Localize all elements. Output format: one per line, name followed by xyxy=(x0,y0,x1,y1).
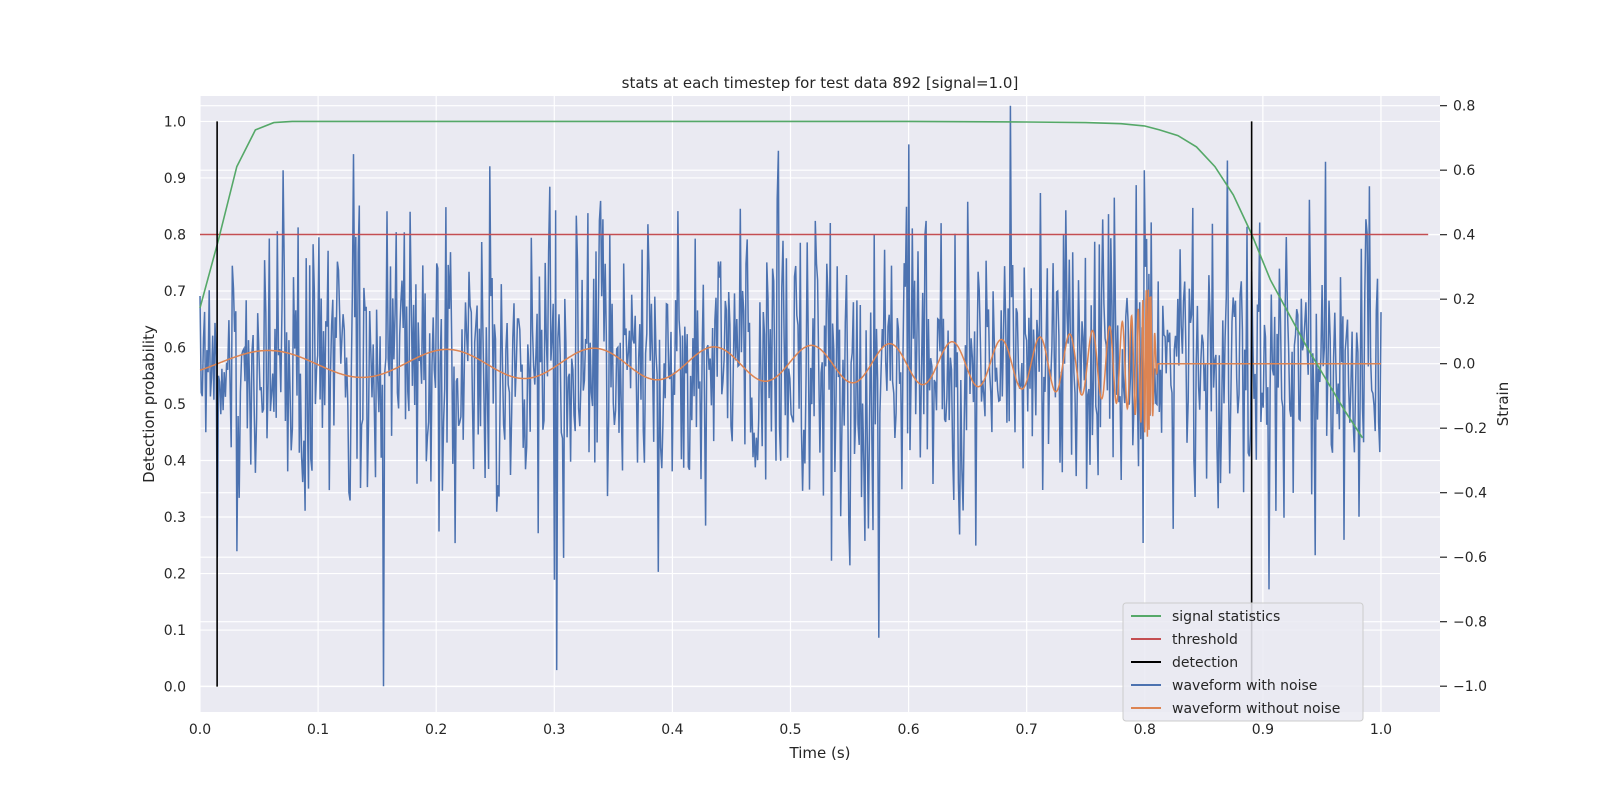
x-tick-label: 0.7 xyxy=(1016,722,1038,738)
y-tick-label: 0.4 xyxy=(164,454,186,470)
y-tick-label: 0.2 xyxy=(164,567,186,583)
y2-tick-label: 0.6 xyxy=(1453,163,1475,179)
legend-item-waveform-with-noise: waveform with noise xyxy=(1131,678,1317,694)
legend-item-threshold: threshold xyxy=(1131,632,1238,648)
y2-tick-label: −0.8 xyxy=(1453,615,1487,631)
y2-tick-label: −1.0 xyxy=(1453,679,1487,695)
y2-tick-label: −0.4 xyxy=(1453,486,1487,502)
series-waveform-without-noise xyxy=(199,289,1381,437)
series-layer xyxy=(199,105,1429,687)
y-tick-label: 0.1 xyxy=(164,623,186,639)
y-tick-label: 0.3 xyxy=(164,510,186,526)
right-axis: −1.0 −0.8 −0.6 −0.4 −0.2 0.0 0.2 0.4 0.6 0.8 xyxy=(1440,99,1487,695)
legend-item-waveform-without-noise: waveform without noise xyxy=(1131,701,1340,717)
x-tick-label: 0.6 xyxy=(897,722,919,738)
y2-tick-label: 0.2 xyxy=(1453,292,1475,308)
legend-label: signal statistics xyxy=(1172,609,1280,625)
y2-axis-title: Strain xyxy=(1494,382,1512,426)
y-tick-label: 0.6 xyxy=(164,340,186,356)
x-tick-label: 1.0 xyxy=(1370,722,1392,738)
x-tick-label: 0.5 xyxy=(779,722,801,738)
series-signal-statistics xyxy=(199,120,1364,439)
y-tick-label: 0.0 xyxy=(164,680,186,696)
legend-label: detection xyxy=(1172,655,1238,671)
y-tick-label: 1.0 xyxy=(164,114,186,130)
y-tick-label: 0.5 xyxy=(164,397,186,413)
y2-tick-label: −0.6 xyxy=(1453,550,1487,566)
y-tick-label: 0.7 xyxy=(164,284,186,300)
y-tick-label: 0.8 xyxy=(164,227,186,243)
x-tick-label: 0.1 xyxy=(307,722,329,738)
legend-item-signal-statistics: signal statistics xyxy=(1131,609,1280,625)
x-tick-label: 0.3 xyxy=(543,722,565,738)
legend-label: waveform without noise xyxy=(1172,701,1340,717)
y2-tick-label: −0.2 xyxy=(1453,421,1487,437)
left-axis: 0.0 0.1 0.2 0.3 0.4 0.5 0.6 0.7 0.8 0.9 1.0 xyxy=(164,114,186,695)
x-axis: 0.0 0.1 0.2 0.3 0.4 0.5 0.6 0.7 0.8 0.9 1.0 xyxy=(189,722,1392,738)
x-axis-title: Time (s) xyxy=(789,744,851,762)
legend-box xyxy=(1122,602,1364,722)
y-tick-label: 0.9 xyxy=(164,171,186,187)
legend-item-detection: detection xyxy=(1131,655,1238,671)
x-tick-label: 0.4 xyxy=(661,722,683,738)
y2-tick-label: 0.8 xyxy=(1453,99,1475,115)
legend: signal statistics threshold detection wa… xyxy=(1122,602,1364,722)
x-tick-label: 0.0 xyxy=(189,722,211,738)
x-tick-label: 0.8 xyxy=(1134,722,1156,738)
legend-label: waveform with noise xyxy=(1172,678,1317,694)
y-axis-title: Detection probability xyxy=(140,325,158,483)
y2-tick-label: 0.4 xyxy=(1453,228,1475,244)
legend-label: threshold xyxy=(1172,632,1238,648)
chart-title: stats at each timestep for test data 892… xyxy=(622,74,1019,92)
x-tick-label: 0.2 xyxy=(425,722,447,738)
y2-tick-label: 0.0 xyxy=(1453,357,1475,373)
series-waveform-with-noise xyxy=(199,105,1382,687)
x-tick-label: 0.9 xyxy=(1252,722,1274,738)
